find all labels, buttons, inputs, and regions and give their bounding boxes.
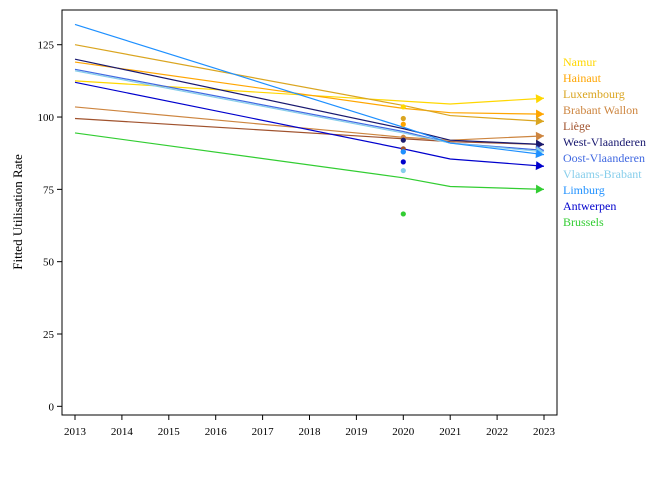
series-arrowhead: [535, 161, 544, 171]
legend-label: Oost-Vlaanderen: [563, 151, 645, 165]
legend-label: Hainaut: [563, 71, 602, 85]
legend-label: Brussels: [563, 215, 604, 229]
series-arrowhead: [535, 149, 544, 159]
series-point: [400, 137, 406, 143]
series-line: [74, 106, 545, 141]
series-point: [400, 115, 406, 122]
series-arrowhead: [535, 109, 544, 119]
series-line: [74, 70, 545, 153]
series-point: [400, 149, 406, 155]
y-tick-label: 0: [49, 401, 55, 413]
series-arrowhead: [535, 116, 544, 126]
series-line: [74, 68, 545, 151]
series-arrowhead: [535, 131, 544, 141]
legend-label: Brabant Wallon: [563, 103, 638, 117]
series-line: [74, 23, 545, 156]
legend-label: Liège: [563, 119, 590, 133]
y-tick-label: 75: [43, 184, 55, 196]
series-point: [400, 121, 406, 127]
series-arrowhead: [535, 184, 544, 194]
x-tick-label: 2014: [111, 426, 134, 438]
x-tick-label: 2017: [252, 426, 275, 438]
x-tick-label: 2020: [392, 426, 415, 438]
y-tick-label: 125: [38, 40, 55, 52]
x-axis: 2013 2014 2015 2016 2017 2018 2019 2020 2021 2022…: [64, 415, 556, 438]
plot-frame: [61, 9, 558, 416]
legend: Namur Hainaut Luxembourg Brabant Wallon Lièg…: [563, 55, 646, 229]
series-lines: [74, 23, 545, 194]
series-point: [400, 211, 406, 217]
y-axis-title: Fitted Utilisation Rate: [10, 154, 25, 270]
y-tick-label: 100: [38, 112, 55, 124]
series-line: [74, 132, 545, 190]
x-tick-label: 2018: [299, 426, 322, 438]
x-tick-label: 2022: [486, 426, 508, 438]
legend-label: Vlaams-Brabant: [563, 167, 642, 181]
series-line: [74, 117, 545, 146]
y-tick-label: 25: [43, 329, 55, 341]
legend-label: Limburg: [563, 183, 605, 197]
x-tick-label: 2013: [64, 426, 87, 438]
x-tick-label: 2023: [533, 426, 556, 438]
series-points-2020: [400, 104, 406, 217]
series-arrowhead: [535, 94, 544, 104]
series-point: [400, 159, 406, 165]
series-point: [400, 104, 406, 110]
series-point: [400, 167, 406, 174]
series-line: [74, 81, 545, 167]
legend-label: Namur: [563, 55, 596, 69]
legend-label: West-Vlaanderen: [563, 135, 646, 149]
legend-label: Antwerpen: [563, 199, 616, 213]
x-tick-label: 2019: [345, 426, 368, 438]
series-line: [74, 44, 545, 122]
x-tick-label: 2015: [158, 426, 181, 438]
y-tick-label: 50: [43, 257, 55, 269]
y-axis: 0 25 50 75 100 125: [38, 40, 62, 413]
x-tick-label: 2016: [205, 426, 228, 438]
series-line: [74, 80, 545, 105]
x-tick-label: 2021: [439, 426, 461, 438]
legend-label: Luxembourg: [563, 87, 625, 101]
series-line: [74, 58, 545, 146]
